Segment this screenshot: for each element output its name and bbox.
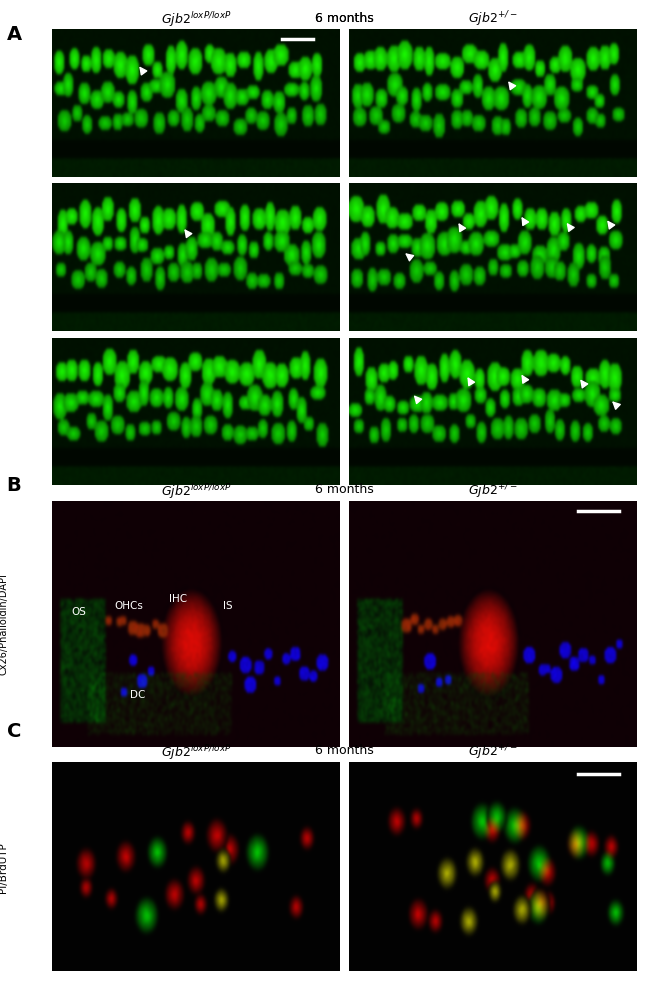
Title: $Gjb2^{\mathregular{loxP/loxP}}$: $Gjb2^{\mathregular{loxP/loxP}}$: [161, 11, 231, 29]
Text: OHCs: OHCs: [114, 601, 143, 611]
Text: Cx26/Phalloidin/DAPI: Cx26/Phalloidin/DAPI: [0, 573, 8, 675]
Text: 6 months: 6 months: [315, 12, 374, 25]
Text: 6 months: 6 months: [315, 744, 374, 757]
Title: $Gjb2^{\mathregular{+/-}}$: $Gjb2^{\mathregular{+/-}}$: [468, 481, 517, 501]
Title: $Gjb2^{\mathregular{+/-}}$: $Gjb2^{\mathregular{+/-}}$: [468, 742, 517, 762]
Text: A: A: [6, 25, 21, 43]
Text: IHC: IHC: [169, 594, 187, 604]
Text: DC: DC: [130, 690, 145, 700]
Text: 6 months: 6 months: [315, 483, 374, 496]
Text: 6 months: 6 months: [315, 12, 374, 25]
Text: B: B: [6, 476, 21, 495]
Y-axis label: Apical: Apical: [33, 84, 46, 123]
Title: $Gjb2^{\mathregular{loxP/loxP}}$: $Gjb2^{\mathregular{loxP/loxP}}$: [161, 482, 231, 501]
Text: C: C: [6, 722, 21, 740]
Text: IS: IS: [223, 601, 233, 611]
Text: OS: OS: [72, 607, 86, 617]
Title: $Gjb2^{\mathregular{+/-}}$: $Gjb2^{\mathregular{+/-}}$: [468, 10, 517, 29]
Title: $Gjb2^{\mathregular{loxP/loxP}}$: $Gjb2^{\mathregular{loxP/loxP}}$: [161, 743, 231, 762]
Text: PI/BrdUTP: PI/BrdUTP: [0, 842, 8, 893]
